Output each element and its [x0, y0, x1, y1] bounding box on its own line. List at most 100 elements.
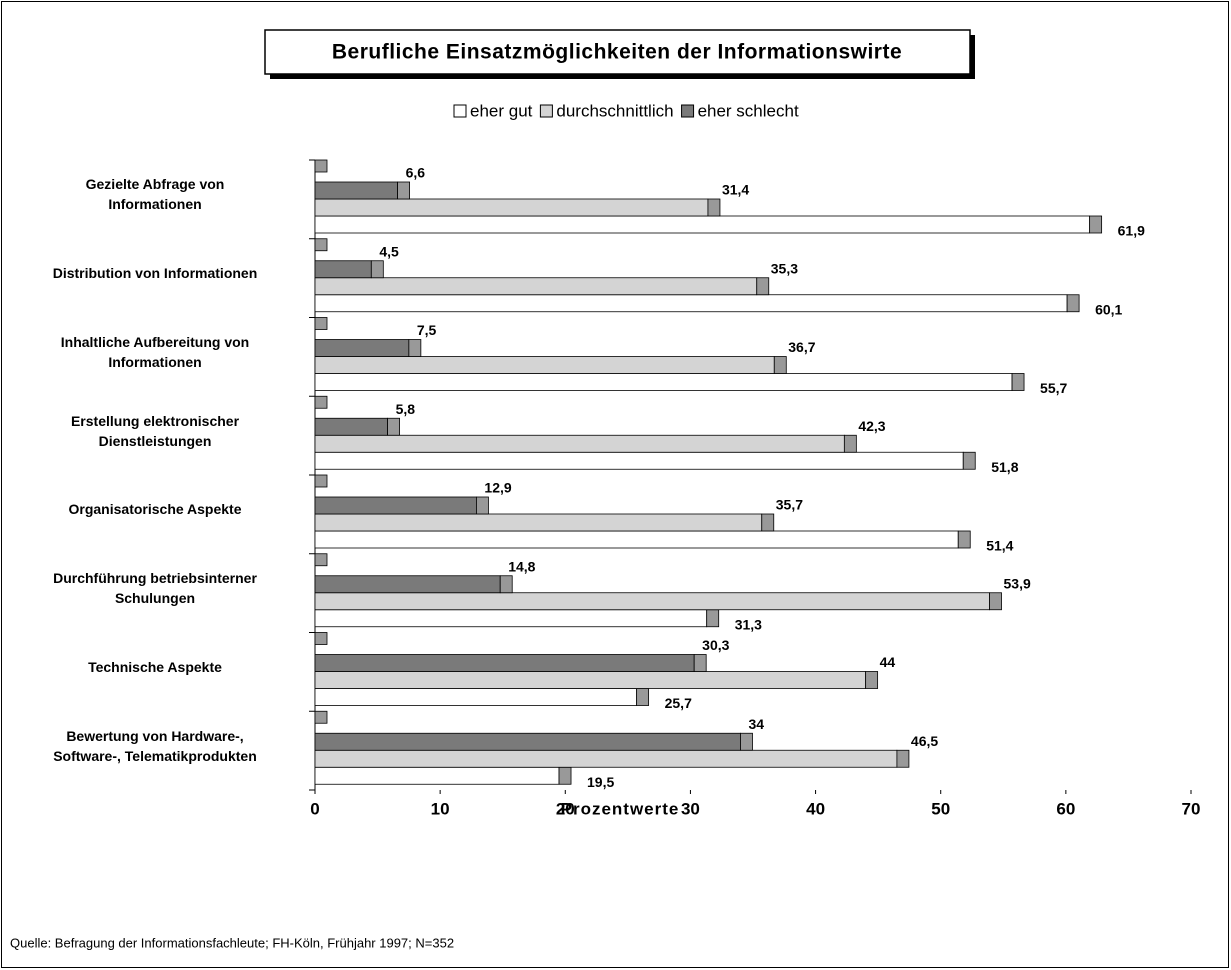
y-tick-label: Technische Aspekte	[88, 658, 222, 675]
bar	[314, 766, 560, 785]
data-label: 34	[748, 716, 764, 732]
data-label: 25,7	[665, 695, 692, 711]
bar	[314, 181, 398, 200]
bar-depth	[962, 451, 976, 470]
bar-depth	[1066, 294, 1080, 313]
bar	[314, 592, 990, 611]
bar	[314, 451, 964, 470]
bar-depth	[773, 356, 787, 374]
bar	[314, 575, 501, 594]
data-label: 31,4	[722, 182, 749, 198]
y-tick-label: Bewertung von Hardware-, Software-, Tele…	[53, 727, 257, 764]
bar	[314, 609, 708, 628]
data-label: 35,3	[771, 260, 798, 276]
y-tick-label: Organisatorische Aspekte	[68, 501, 242, 518]
data-label: 6,6	[406, 165, 426, 181]
bar-depth	[1089, 215, 1103, 234]
bar-depth	[865, 671, 879, 689]
floor-stub	[314, 710, 328, 724]
bar	[314, 513, 763, 532]
data-label: 31,3	[735, 616, 762, 632]
floor-stub	[314, 238, 328, 252]
bar	[314, 654, 695, 672]
bar-depth	[740, 732, 753, 751]
x-tick-label: 20	[556, 799, 575, 818]
x-tick-label: 50	[931, 799, 950, 818]
floor-stub	[314, 159, 328, 173]
bar-depth	[636, 688, 650, 706]
bar-depth	[896, 749, 910, 768]
bar-depth	[843, 434, 857, 453]
y-tick-label: Distribution von Informationen	[52, 265, 258, 282]
bar	[314, 373, 1013, 391]
bar	[314, 198, 709, 217]
y-tick-label: Durchführung betriebsinterner Schulungen	[53, 570, 257, 607]
data-label: 60,1	[1095, 301, 1122, 317]
bar	[314, 277, 758, 296]
x-axis-label: Prozentwerte	[561, 799, 680, 818]
bar-depth	[408, 339, 422, 357]
bar	[314, 688, 638, 706]
legend-label: eher gut	[470, 101, 533, 120]
data-label: 51,4	[986, 538, 1013, 554]
y-tick-label: Inhaltliche Aufbereitung von Information…	[60, 333, 250, 370]
bar-depth	[499, 575, 513, 594]
bar-depth	[707, 198, 721, 217]
bar	[314, 434, 845, 453]
x-tick-label: 0	[310, 799, 319, 818]
legend-label: durchschnittlich	[556, 101, 673, 120]
bar	[314, 294, 1068, 313]
x-tick-label: 70	[1182, 799, 1201, 818]
bar-depth	[706, 609, 720, 628]
bar-depth	[693, 654, 707, 672]
bar-depth	[761, 513, 775, 532]
source-note: Quelle: Befragung der Informationsfachle…	[10, 935, 454, 950]
data-label: 7,5	[417, 322, 437, 338]
bar	[314, 496, 477, 515]
data-label: 44	[880, 654, 896, 670]
bar-depth	[957, 530, 971, 549]
bar	[314, 732, 741, 751]
data-label: 5,8	[396, 401, 416, 417]
floor-stub	[314, 553, 328, 567]
data-label: 53,9	[1004, 575, 1031, 591]
bar-depth	[756, 277, 770, 296]
bar	[314, 356, 775, 374]
data-label: 61,9	[1118, 223, 1145, 239]
data-label: 12,9	[484, 480, 511, 496]
bar	[314, 339, 410, 357]
data-label: 35,7	[776, 497, 803, 513]
legend-swatch	[453, 104, 467, 118]
x-tick-label: 10	[431, 799, 450, 818]
data-label: 14,8	[508, 558, 535, 574]
x-tick-label: 40	[806, 799, 825, 818]
x-tick-label: 60	[1056, 799, 1075, 818]
bar-depth	[1011, 373, 1025, 391]
bar-depth	[397, 181, 410, 200]
legend-swatch	[539, 104, 553, 118]
data-label: 51,8	[991, 459, 1018, 475]
chart-title: Berufliche Einsatzmöglichkeiten der Info…	[332, 41, 902, 64]
x-tick-label: 30	[681, 799, 700, 818]
bar	[314, 417, 388, 436]
data-label: 55,7	[1040, 380, 1067, 396]
bar	[314, 530, 959, 549]
legend-label: eher schlecht	[698, 101, 799, 120]
data-label: 46,5	[911, 733, 938, 749]
bar	[314, 671, 867, 689]
floor-stub	[314, 317, 328, 330]
bar-depth	[476, 496, 489, 515]
data-label: 19,5	[587, 774, 614, 790]
y-tick-label: Gezielte Abfrage von Informationen	[85, 176, 225, 213]
floor-stub	[314, 632, 328, 645]
bar	[314, 215, 1091, 234]
bar-depth	[989, 592, 1002, 611]
data-label: 30,3	[702, 637, 729, 653]
data-label: 4,5	[379, 243, 399, 259]
floor-stub	[314, 474, 328, 488]
bar-depth	[387, 417, 400, 436]
bar	[314, 260, 372, 279]
